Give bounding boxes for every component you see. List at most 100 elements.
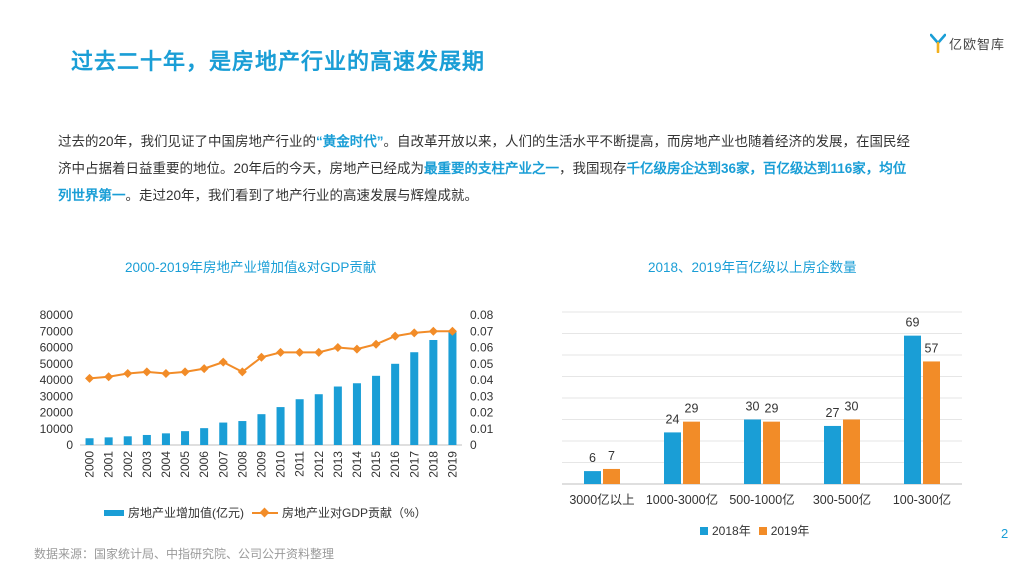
value-added-bar [257,414,266,445]
legend-label-gdp-share: 房地产业对GDP贡献（%） [282,506,427,520]
y-left-tick-label: 20000 [40,406,74,420]
x-tick-label: 2016 [388,451,402,478]
x-tick-label: 2007 [216,451,230,478]
right-chart-legend: 2018年 2019年 [700,522,817,539]
bar-2018 [664,432,681,484]
bar-value-label: 29 [685,402,699,416]
logo-icon [930,33,946,53]
value-added-bar [429,339,438,445]
y-right-tick-label: 0.06 [470,341,494,355]
x-tick-label: 2019 [445,451,459,478]
bar-2019 [683,421,700,484]
legend-bar-swatch [104,509,124,516]
y-left-tick-label: 70000 [40,324,74,338]
category-label: 3000亿以上 [569,492,634,507]
category-label: 300-500亿 [813,492,871,507]
x-tick-label: 2005 [178,451,192,478]
bar-value-label: 29 [765,402,779,416]
gdp-share-point [85,373,95,383]
y-left-tick-label: 30000 [40,389,74,403]
page-title: 过去二十年，是房地产行业的高速发展期 [71,49,486,74]
bar-2019 [843,419,860,484]
y-right-tick-label: 0.08 [470,308,494,322]
intro-text-1: 过去的20年，我们见证了中国房地产行业的 [58,134,317,149]
value-added-bar [85,438,94,445]
value-added-bar [410,352,419,445]
intro-text-2: 。自改革开放以来，人们的生活水平不断提高，而房地产业也随着经济的发展，在国民经济… [58,134,911,176]
value-added-bar [372,375,381,445]
value-added-bar [333,386,342,445]
value-added-bar [219,422,228,445]
legend-2019-swatch [758,526,767,535]
value-added-bar [276,407,285,445]
left-chart-legend: 房地产业增加值(亿元) 房地产业对GDP贡献（%） [104,504,435,521]
y-left-tick-label: 40000 [40,373,74,387]
highlight-pillar-industry: 最重要的支柱产业之一 [424,161,560,176]
x-tick-label: 2000 [83,451,97,478]
legend-line-swatch [252,508,278,518]
gdp-share-point [142,367,152,377]
y-left-tick-label: 80000 [40,308,74,322]
x-tick-label: 2002 [121,451,135,478]
legend-item-value-added: 房地产业增加值(亿元) [104,504,244,521]
y-left-tick-label: 60000 [40,341,74,355]
y-right-tick-label: 0.03 [470,389,494,403]
legend-item-2019: 2019年 [758,522,810,539]
legend-item-2018: 2018年 [700,522,751,539]
y-right-tick-label: 0.05 [470,357,494,371]
bar-2018 [744,419,761,484]
x-tick-label: 2015 [369,451,383,478]
value-added-bar [391,363,400,445]
x-tick-label: 2001 [102,451,116,478]
intro-text-3: ，我国现存 [559,161,627,176]
value-added-bar [295,399,304,445]
legend-label-2019: 2019年 [770,524,810,538]
category-label: 500-1000亿 [729,492,794,507]
value-added-bar [238,421,247,445]
bar-2018 [904,335,921,484]
bar-value-label: 7 [608,449,615,463]
value-added-bar [142,434,151,445]
gdp-share-point [199,364,209,374]
brand-logo: 亿欧智库 [930,33,1005,53]
value-added-bar [314,394,323,445]
legend-2018-swatch [700,526,708,535]
value-added-bar [200,428,209,445]
value-added-bar [161,433,170,445]
category-label: 1000-3000亿 [646,492,718,507]
legend-label-value-added: 房地产业增加值(亿元) [128,506,244,520]
x-tick-label: 2003 [140,451,154,478]
x-tick-label: 2012 [312,451,326,478]
data-source-note: 数据来源：国家统计局、中指研究院、公司公开资料整理 [34,547,335,561]
intro-paragraph: 过去的20年，我们见证了中国房地产行业的“黄金时代”。自改革开放以来，人们的生活… [58,128,918,209]
y-right-tick-label: 0 [470,438,477,452]
gdp-share-point [218,357,228,367]
x-tick-label: 2006 [197,451,211,478]
bar-2019 [603,468,620,484]
x-tick-label: 2008 [235,451,249,478]
y-right-tick-label: 0.04 [470,373,494,387]
gdp-share-point [180,367,190,377]
bar-value-label: 30 [845,400,859,414]
highlight-developer-count: 千亿级房企达到36家，百亿级达到116家，均位列世界第一 [58,161,907,203]
highlight-golden-era: “黄金时代” [316,134,384,149]
bar-value-label: 69 [906,316,920,330]
bar-value-label: 27 [826,406,840,420]
gdp-share-point [161,368,171,379]
legend-item-gdp-share: 房地产业对GDP贡献（%） [252,504,427,521]
bar-value-label: 57 [925,341,939,355]
right-chart-title: 2018、2019年百亿级以上房企数量 [648,260,857,275]
y-right-tick-label: 0.01 [470,422,494,436]
value-added-bar [448,331,457,445]
x-tick-label: 2011 [293,451,307,477]
y-left-tick-label: 50000 [40,357,74,371]
y-left-tick-label: 10000 [40,422,74,436]
gdp-share-point [237,367,247,377]
y-right-tick-label: 0.07 [470,324,494,338]
y-left-tick-label: 0 [66,438,73,452]
intro-text-4: 。走过20年，我们看到了地产行业的高速发展与辉煌成就。 [125,188,479,203]
bar-2018 [824,425,841,484]
page-number: 2 [1001,526,1009,541]
